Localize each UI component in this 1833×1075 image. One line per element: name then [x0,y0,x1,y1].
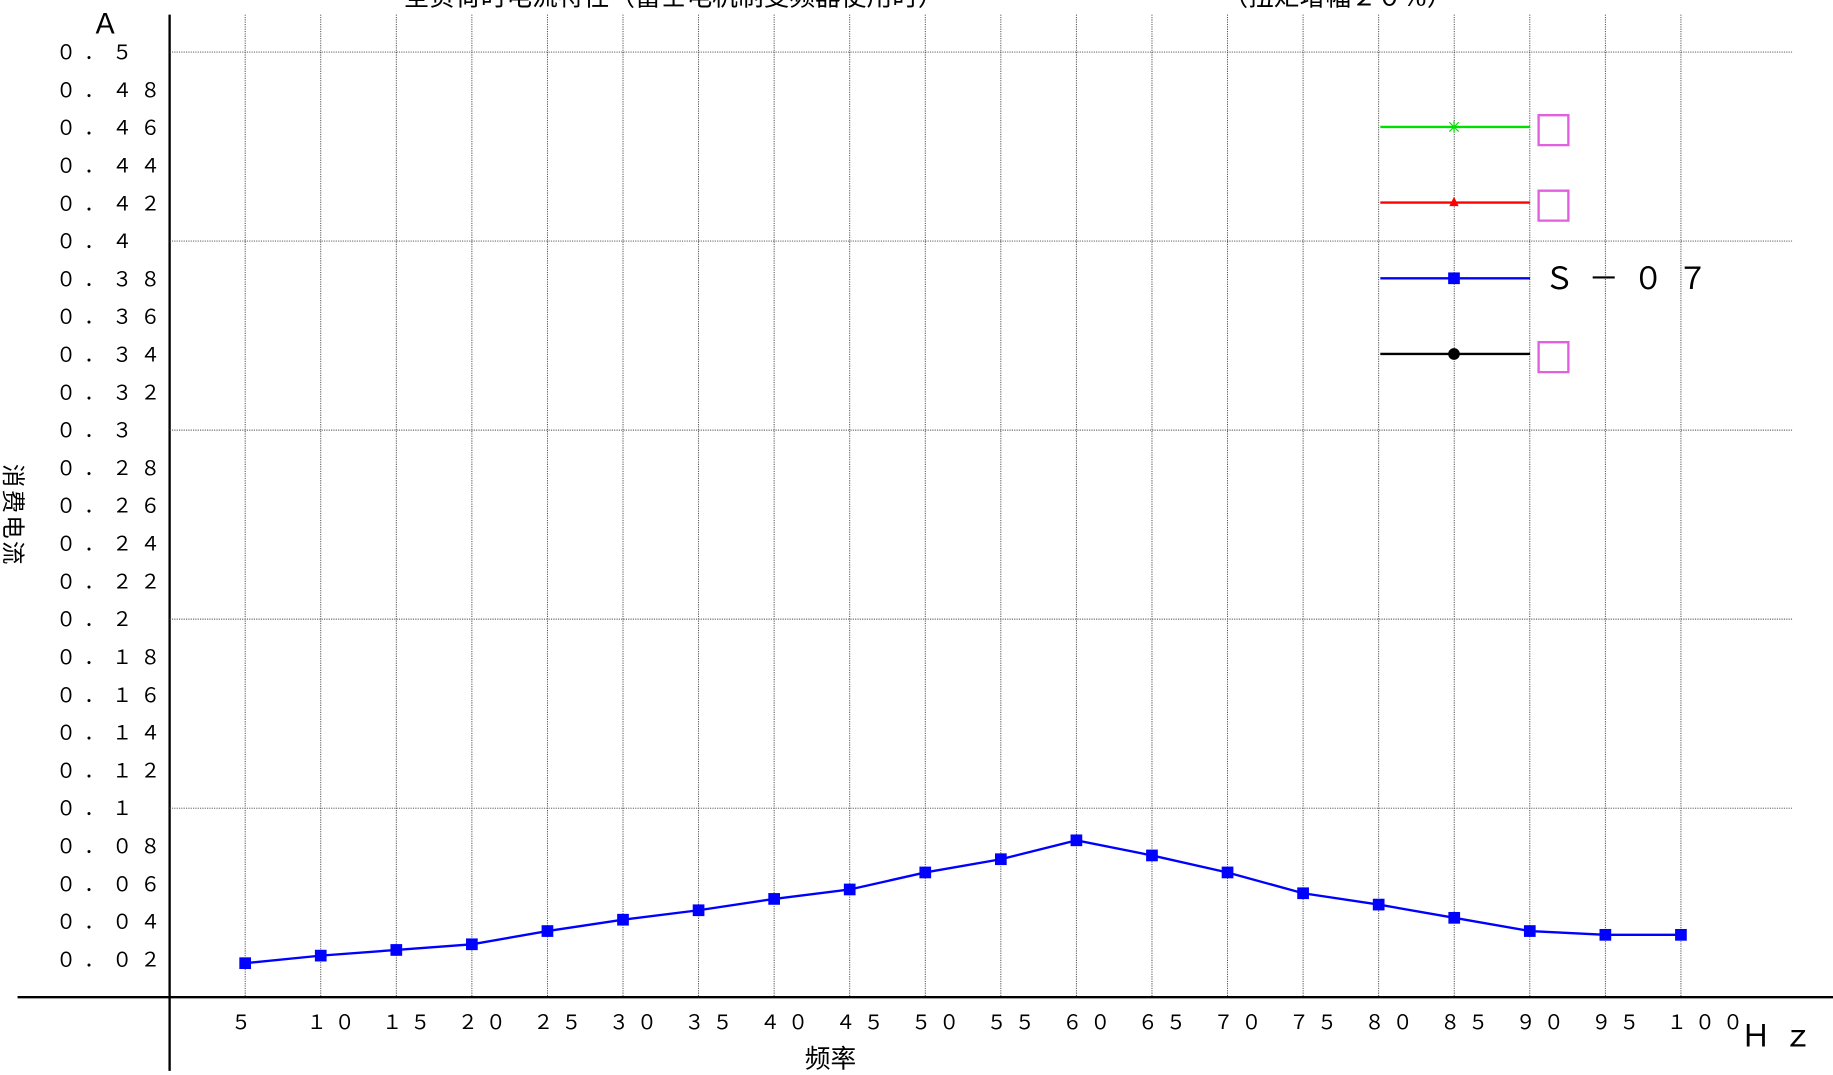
y-tick-label: ０．１ [56,797,140,820]
marker [1221,866,1234,879]
marker [1599,928,1612,941]
y-tick-label: ０．４６ [56,117,168,140]
x-tick-label: ６５ [1138,1011,1194,1034]
y-tick-label: ０．３ [56,419,140,442]
marker [239,957,252,970]
legend-label: Ｓ－０７ [1544,262,1722,297]
y-unit: Ａ [91,7,119,40]
marker [390,944,403,956]
y-tick-label: ０．３８ [56,268,168,291]
y-tick-label: ０．３４ [56,344,168,367]
x-tick-label: ４０ [760,1011,816,1034]
marker [994,853,1007,866]
series-line [245,839,1681,965]
x-tick-label: ５５ [987,1011,1043,1034]
marker [1297,887,1309,900]
marker [1146,849,1158,862]
y-tick-label: ０．５ [56,41,140,64]
marker [314,949,327,962]
y-tick-label: ０．３２ [56,381,168,404]
marker [1448,911,1461,924]
marker [617,913,629,926]
marker [692,904,705,917]
x-tick-label: ２５ [533,1011,589,1034]
x-tick-label: １５ [382,1011,438,1034]
legend-marker [1448,121,1460,133]
legend-label: □ [1534,102,1574,151]
marker [1675,928,1687,941]
y-tick-label: ０．０６ [56,873,168,896]
x-tick-label: ８０ [1365,1011,1421,1034]
y-tick-label: ０．２８ [56,457,168,480]
y-tick-label: ０．４４ [56,154,168,177]
legend-marker [1449,196,1459,207]
marker [1372,898,1385,911]
x-tick-label: ３５ [685,1011,741,1034]
y-tick-label: ０．０４ [56,911,168,934]
y-tick-label: ０．４ [56,230,140,253]
x-tick-label: １００ [1667,1011,1751,1034]
marker [919,866,932,879]
y-tick-label: ０．１８ [56,646,168,669]
marker [768,893,780,905]
x-tick-label: ４５ [836,1011,892,1034]
legend-marker [1448,272,1460,285]
legend-label: □ [1534,178,1574,227]
marker [843,883,856,896]
y-tick-label: ０．１４ [56,722,168,745]
y-tick-label: ０．４８ [56,79,168,102]
legend-label: □ [1534,329,1574,378]
x-tick-label: ８５ [1440,1011,1496,1034]
x-tick-label: ９５ [1591,1011,1647,1034]
y-tick-label: ０．０２ [56,948,168,971]
y-tick-label: ０．０８ [56,835,168,858]
y-tick-label: ０．２２ [56,570,168,593]
x-tick-label: ７０ [1213,1011,1269,1034]
y-axis-label: 消费电流 [0,464,27,567]
y-tick-label: ０．２６ [56,495,168,518]
y-tick-label: ０．１６ [56,684,168,707]
legend-marker [1448,348,1460,360]
x-tick-label: ７５ [1289,1011,1345,1034]
chart-title: 全负荷时电流特性（富士电机制变频器使用时） [404,0,944,12]
x-tick-label: １０ [307,1011,363,1034]
x-tick-label: ５ [231,1011,259,1034]
y-tick-label: ０．２ [56,608,140,631]
x-axis-label: 频率 [805,1044,856,1074]
y-tick-label: ０．４２ [56,192,168,215]
x-tick-label: ５０ [911,1011,967,1034]
x-tick-label: ９０ [1516,1011,1572,1034]
x-unit: Ｈｚ [1741,1019,1825,1054]
marker [1070,834,1083,847]
marker [541,925,554,937]
x-tick-label: ３０ [609,1011,665,1034]
y-tick-label: ０．２４ [56,533,168,556]
y-tick-label: ０．１２ [56,759,168,782]
y-tick-label: ０．３６ [56,306,168,329]
x-tick-label: ２０ [458,1011,514,1034]
marker [1523,925,1536,937]
x-tick-label: ６０ [1062,1011,1118,1034]
chart-subtitle: （扭矩增幅２０%） [1222,0,1452,12]
marker [466,938,478,951]
